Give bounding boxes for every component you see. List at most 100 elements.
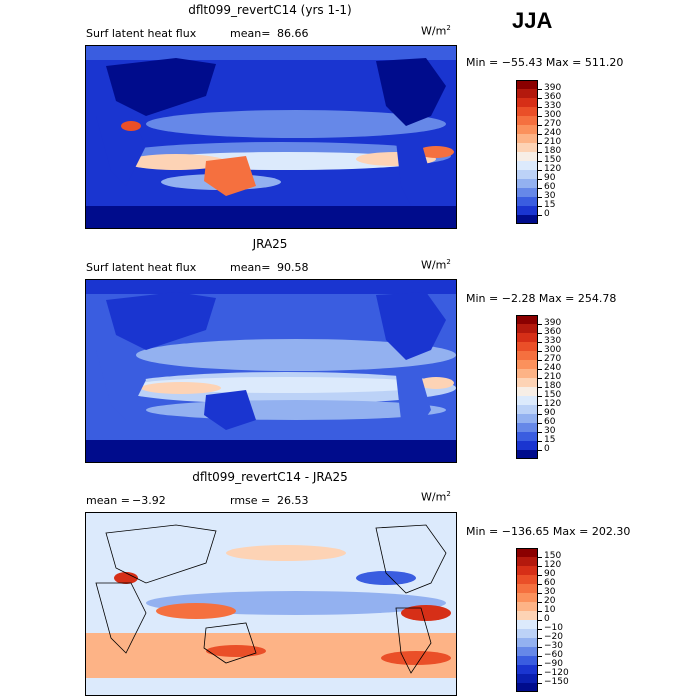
colorbar-label: −30 <box>544 641 563 651</box>
colorbar-tick <box>538 602 542 603</box>
colorbar-tick <box>538 396 542 397</box>
panel-1-title: dflt099_revertC14 (yrs 1-1) <box>188 3 352 17</box>
colorbar-cell <box>516 602 538 611</box>
colorbar-cell <box>516 342 538 351</box>
colorbar-label: 0 <box>544 209 550 219</box>
colorbar-label: 10 <box>544 605 556 615</box>
colorbar-label: 330 <box>544 101 562 111</box>
colorbar-cell <box>516 683 538 692</box>
colorbar-cell <box>516 107 538 116</box>
colorbar-tick <box>538 215 542 216</box>
colorbar-tick <box>538 683 542 684</box>
colorbar-label: 30 <box>544 191 556 201</box>
colorbar-tick <box>538 116 542 117</box>
colorbar-cell <box>516 665 538 674</box>
colorbar-tick <box>538 369 542 370</box>
colorbar-tick <box>538 197 542 198</box>
colorbar-cell <box>516 638 538 647</box>
colorbar-cell <box>516 188 538 197</box>
colorbar-cell <box>516 206 538 215</box>
colorbar-tick <box>538 89 542 90</box>
colorbar-cell <box>516 170 538 179</box>
colorbar-cell <box>516 324 538 333</box>
panel-3-mean-value: −3.92 <box>132 494 166 507</box>
panel-3-units: W/m2 <box>421 490 451 504</box>
panel-2-field-label: Surf latent heat flux <box>86 261 197 274</box>
colorbar-tick <box>538 647 542 648</box>
colorbar-cell <box>516 197 538 206</box>
colorbar-label: 120 <box>544 164 562 174</box>
colorbar-tick <box>538 152 542 153</box>
colorbar-tick <box>538 629 542 630</box>
colorbar-label: −20 <box>544 632 563 642</box>
colorbar-label: 0 <box>544 614 550 624</box>
colorbar-tick <box>538 324 542 325</box>
colorbar-label: 240 <box>544 128 562 138</box>
panel-2-minmax: Min = −2.28 Max = 254.78 <box>466 292 617 305</box>
colorbar-tick <box>538 179 542 180</box>
panel-2-title: JRA25 <box>252 237 288 251</box>
colorbar-cell <box>516 548 538 557</box>
panel-2-units: W/m2 <box>421 258 451 272</box>
colorbar-label: 15 <box>544 200 556 210</box>
colorbar-cell <box>516 351 538 360</box>
colorbar-tick <box>538 206 542 207</box>
colorbar-cell <box>516 369 538 378</box>
colorbar-label: −90 <box>544 659 563 669</box>
colorbar-tick <box>538 170 542 171</box>
colorbar-cell <box>516 584 538 593</box>
colorbar-tick <box>538 342 542 343</box>
colorbar-cell <box>516 674 538 683</box>
colorbar-cell <box>516 179 538 188</box>
panel-1-mean-label: mean= <box>230 27 271 40</box>
colorbar-tick <box>538 161 542 162</box>
colorbar-tick <box>538 134 542 135</box>
colorbar-label: 150 <box>544 390 562 400</box>
colorbar-label: 60 <box>544 182 556 192</box>
colorbar-cell <box>516 441 538 450</box>
colorbar-label: 180 <box>544 146 562 156</box>
colorbar-label: 210 <box>544 137 562 147</box>
colorbar-tick <box>538 351 542 352</box>
colorbar-cell <box>516 620 538 629</box>
colorbar-tick <box>538 98 542 99</box>
colorbar-label: 150 <box>544 551 562 561</box>
colorbar-label: 30 <box>544 587 556 597</box>
colorbar-tick <box>538 360 542 361</box>
colorbar-tick <box>538 566 542 567</box>
colorbar-cell <box>516 656 538 665</box>
colorbar-label: 60 <box>544 417 556 427</box>
panel-3-minmax: Min = −136.65 Max = 202.30 <box>466 525 631 538</box>
colorbar-label: 90 <box>544 569 556 579</box>
colorbar-cell <box>516 450 538 459</box>
colorbar-cell <box>516 387 538 396</box>
colorbar-label: 300 <box>544 345 562 355</box>
colorbar-tick <box>538 656 542 657</box>
colorbar-cell <box>516 432 538 441</box>
colorbar-label: −150 <box>544 677 569 687</box>
season-label: JJA <box>512 8 553 33</box>
colorbar-label: 300 <box>544 110 562 120</box>
colorbar-cell <box>516 143 538 152</box>
colorbar-cell <box>516 80 538 89</box>
panel-1-minmax: Min = −55.43 Max = 511.20 <box>466 56 624 69</box>
panel-2-map-svg <box>86 280 456 462</box>
colorbar-label: 20 <box>544 596 556 606</box>
colorbar-cell <box>516 98 538 107</box>
panel-3-map <box>85 512 457 696</box>
colorbar-cell <box>516 647 538 656</box>
panel-3-mean-label: mean = <box>86 494 130 507</box>
colorbar-tick <box>538 674 542 675</box>
colorbar-label: 360 <box>544 92 562 102</box>
colorbar-cell <box>516 611 538 620</box>
colorbar-tick <box>538 423 542 424</box>
panel-1-mean-value: 86.66 <box>277 27 309 40</box>
colorbar-label: 90 <box>544 173 556 183</box>
colorbar-cell <box>516 333 538 342</box>
colorbar-cell <box>516 134 538 143</box>
colorbar-cell <box>516 360 538 369</box>
colorbar-tick <box>538 450 542 451</box>
panel-3-colorbar: 150 120 90 60 30 20 10 0 −10 −20 −30 −60 −90 −120 −150 <box>516 548 596 692</box>
colorbar-label: 30 <box>544 426 556 436</box>
panel-3-title: dflt099_revertC14 - JRA25 <box>192 470 348 484</box>
